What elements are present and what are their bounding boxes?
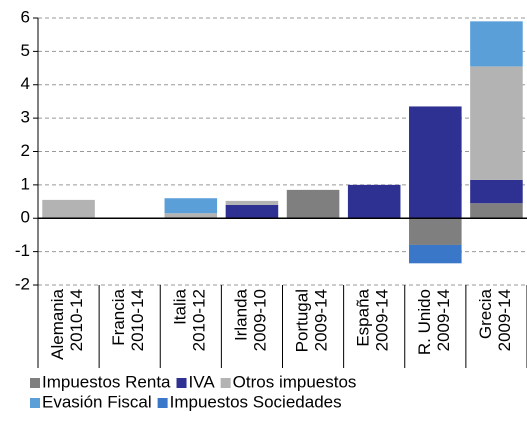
x-tick-label: Italia2010-12 bbox=[171, 288, 209, 351]
x-tick-label: Irlanda2009-10 bbox=[232, 288, 270, 351]
x-tick-label-line: 2009-10 bbox=[251, 289, 270, 351]
x-tick-label-line: Italia bbox=[171, 288, 190, 324]
y-tick-label: -1 bbox=[15, 241, 30, 260]
x-tick-label-line: 2010-12 bbox=[190, 289, 209, 351]
x-tick-label: Portugal2009-14 bbox=[293, 289, 331, 352]
x-tick-label-line: Grecia bbox=[476, 288, 495, 339]
bar-segment bbox=[470, 179, 523, 204]
legend-swatch bbox=[157, 398, 168, 408]
x-tick-label-line: 2009-14 bbox=[434, 289, 453, 351]
bar-segment bbox=[42, 199, 95, 219]
bar-segment bbox=[470, 203, 523, 219]
bar-segment bbox=[347, 184, 401, 219]
y-tick-label: 2 bbox=[21, 141, 30, 160]
x-tick-label-line: Alemania bbox=[49, 288, 68, 359]
x-tick-label: España2009-14 bbox=[354, 288, 392, 351]
legend-label: IVA bbox=[189, 372, 216, 391]
x-tick-label-line: 2009-14 bbox=[373, 289, 392, 351]
y-tick-label: 0 bbox=[21, 208, 30, 227]
x-tick-label-line: Irlanda bbox=[232, 288, 251, 341]
x-tick-label: Francia2010-14 bbox=[110, 288, 148, 351]
legend-swatch bbox=[220, 378, 231, 388]
legend-swatch bbox=[30, 398, 40, 408]
bar-segment bbox=[470, 21, 523, 67]
x-tick-label: Alemania2010-14 bbox=[49, 288, 87, 359]
bar-segment bbox=[409, 106, 462, 219]
x-tick-label-line: Portugal bbox=[293, 289, 312, 352]
y-tick-label: 3 bbox=[21, 108, 30, 127]
x-tick-label: R. Unido2009-14 bbox=[415, 289, 453, 355]
x-tick-label-line: 2009-14 bbox=[495, 289, 514, 351]
x-tick-label-line: Francia bbox=[110, 288, 129, 345]
legend-swatch bbox=[30, 378, 40, 388]
bar-segment bbox=[164, 213, 218, 219]
y-tick-label: 5 bbox=[21, 41, 30, 60]
y-tick-label: -2 bbox=[15, 274, 30, 293]
bar-segment bbox=[164, 198, 218, 214]
bar-segment bbox=[286, 189, 340, 219]
legend-label: Impuestos Sociedades bbox=[170, 392, 342, 411]
x-tick-label-line: R. Unido bbox=[415, 289, 434, 355]
legend-label: Evasión Fiscal bbox=[42, 392, 152, 411]
x-tick-label-line: 2010-14 bbox=[129, 289, 148, 351]
legend-label: Otros impuestos bbox=[233, 372, 357, 391]
x-tick-label: Grecia2009-14 bbox=[476, 288, 514, 351]
bar-segment bbox=[225, 200, 279, 205]
y-tick-label: 6 bbox=[21, 7, 30, 26]
x-tick-label-line: España bbox=[354, 288, 373, 346]
legend-swatch bbox=[176, 378, 187, 388]
x-tick-label-line: 2010-14 bbox=[68, 289, 87, 351]
bar-segment bbox=[225, 204, 279, 219]
legend-label: Impuestos Renta bbox=[42, 372, 171, 391]
x-tick-label-line: 2009-14 bbox=[312, 289, 331, 351]
bar-segment bbox=[409, 244, 462, 264]
bar-segment bbox=[409, 218, 462, 245]
y-tick-label: 4 bbox=[21, 74, 30, 93]
y-tick-label: 1 bbox=[21, 174, 30, 193]
bar-segment bbox=[470, 66, 523, 180]
